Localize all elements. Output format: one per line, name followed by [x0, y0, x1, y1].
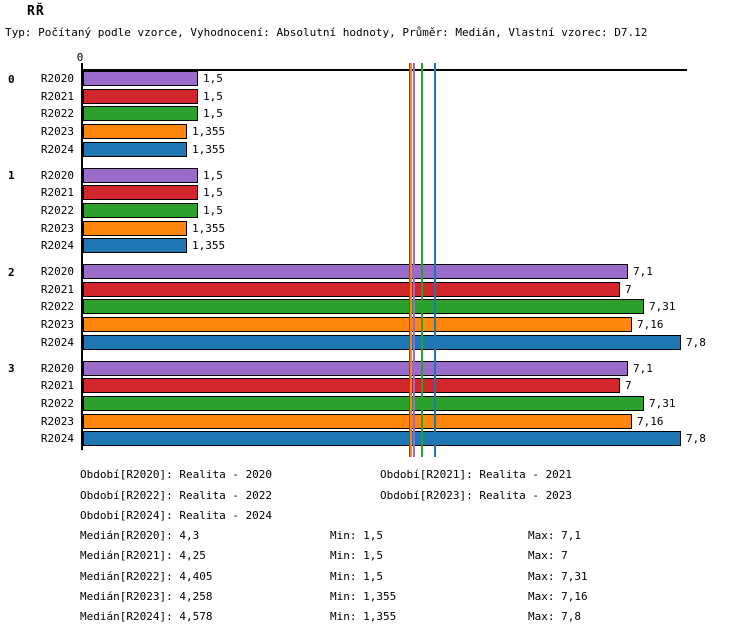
bar-1-R2022: [83, 202, 198, 218]
stat-median: Medián[R2022]: 4,405: [80, 569, 213, 583]
page-title: RŘ: [27, 4, 45, 19]
bar-value-label: 7,16: [637, 318, 664, 332]
legend-period-item: Období[R2020]: Realita - 2020: [80, 468, 273, 481]
bar-0-R2022: [83, 106, 198, 122]
stat-max: Max: 7,1: [528, 529, 581, 542]
bar-value-label: 7,8: [686, 335, 706, 349]
x-axis-line: [81, 69, 687, 71]
bar-row-label: R2022: [40, 396, 74, 410]
legend-periods: Období[R2020]: Realita - 2020 Období[R202…: [80, 465, 680, 527]
bar-3-R2022: [83, 395, 644, 411]
stat-median: Medián[R2021]: 4,25: [80, 549, 206, 563]
median-line-R2024: [434, 63, 436, 457]
bar-3-R2024: [83, 431, 681, 447]
bar-row-label: R2023: [40, 125, 74, 139]
bar-value-label: 7,8: [686, 432, 706, 446]
bar-row-label: R2024: [40, 142, 74, 156]
bar-row-label: R2022: [40, 107, 74, 121]
bar-2-R2024: [83, 334, 681, 350]
stat-median: Medián[R2023]: 4,258: [80, 589, 213, 603]
x-axis-origin-label: 0: [76, 51, 84, 64]
bar-1-R2020: [83, 167, 198, 183]
bar-value-label: 1,355: [192, 239, 226, 253]
stat-max: Max: 7: [528, 549, 568, 563]
legend-period-item: Období[R2022]: Realita - 2022: [80, 488, 273, 502]
stat-median: Medián[R2024]: 4,578: [80, 610, 213, 624]
legend-stats: Medián[R2020]: 4,3 Min: 1,5 Max: 7,1 Medián…: [80, 526, 588, 627]
bar-value-label: 1,5: [203, 203, 223, 217]
chart-area: 0 0 R2020 1,5 R2021 1,5 R2022 1,5 R2023 1,355 R20…: [8, 51, 706, 457]
bar-row-label: R2020: [40, 72, 74, 85]
bar-2-R2023: [83, 317, 632, 333]
bar-value-label: 7,1: [633, 361, 653, 375]
bar-row-label: R2023: [40, 414, 74, 428]
bar-value-label: 7,31: [649, 396, 676, 410]
bar-row-label: R2023: [40, 221, 74, 235]
stat-median: Medián[R2020]: 4,3: [80, 529, 200, 542]
median-line-R2023: [410, 63, 412, 457]
stat-max: Max: 7,8: [528, 610, 581, 624]
legend-period-item: Období[R2023]: Realita - 2023: [380, 488, 573, 502]
bar-value-label: 7,1: [633, 265, 653, 278]
bar-value-label: 7,31: [649, 300, 676, 314]
bar-2-R2021: [83, 281, 620, 297]
bar-row-label: R2021: [40, 282, 74, 296]
group-label-2: 2: [8, 265, 15, 279]
bar-3-R2020: [83, 360, 628, 376]
legend-period-item: Období[R2024]: Realita - 2024: [80, 509, 273, 523]
bar-row-label: R2024: [40, 432, 74, 446]
bar-2-R2020: [83, 264, 628, 279]
bar-row-label: R2021: [40, 379, 74, 393]
group-label-3: 3: [8, 362, 15, 375]
bar-row-label: R2024: [40, 335, 74, 349]
bar-row-label: R2020: [40, 265, 74, 278]
stat-min: Min: 1,5: [330, 569, 383, 583]
bar-value-label: 1,355: [192, 125, 226, 139]
bar-row-label: R2022: [40, 203, 74, 217]
bar-3-R2023: [83, 413, 632, 429]
bar-value-label: 1,355: [192, 142, 226, 156]
bar-value-label: 1,5: [203, 168, 223, 182]
bar-value-label: 7,16: [637, 414, 664, 428]
stat-max: Max: 7,31: [528, 569, 588, 583]
bar-row-label: R2020: [40, 361, 74, 375]
bar-3-R2021: [83, 378, 620, 394]
stat-min: Min: 1,5: [330, 549, 383, 563]
bar-1-R2023: [83, 220, 187, 236]
median-line-R2020: [413, 63, 415, 457]
bar-value-label: 7: [625, 282, 632, 296]
bar-value-label: 1,355: [192, 221, 226, 235]
stat-min: Min: 1,5: [330, 529, 383, 542]
bar-row-label: R2021: [40, 89, 74, 103]
group-label-1: 1: [8, 169, 15, 182]
chart-subtitle: Typ: Počítaný podle vzorce, Vyhodnocení:…: [5, 26, 648, 39]
bar-row-label: R2023: [40, 318, 74, 332]
bar-value-label: 1,5: [203, 107, 223, 121]
bar-value-label: 1,5: [203, 89, 223, 103]
bar-0-R2021: [83, 88, 198, 104]
bar-0-R2020: [83, 71, 198, 86]
stat-max: Max: 7,16: [528, 589, 588, 603]
stat-min: Min: 1,355: [330, 589, 397, 603]
bar-1-R2021: [83, 185, 198, 201]
bar-row-label: R2020: [40, 168, 74, 182]
y-axis-line: [81, 63, 83, 450]
group-label-0: 0: [8, 72, 15, 86]
stat-min: Min: 1,355: [330, 610, 397, 624]
legend-period-item: Období[R2021]: Realita - 2021: [380, 468, 573, 481]
median-line-R2022: [421, 63, 423, 457]
bar-0-R2023: [83, 124, 187, 140]
bar-row-label: R2022: [40, 300, 74, 314]
bar-value-label: 1,5: [203, 72, 223, 85]
bar-value-label: 7: [625, 379, 632, 393]
bar-0-R2024: [83, 141, 187, 157]
bar-1-R2024: [83, 238, 187, 254]
bar-row-label: R2024: [40, 239, 74, 253]
bar-value-label: 1,5: [203, 186, 223, 200]
bar-row-label: R2021: [40, 186, 74, 200]
bar-2-R2022: [83, 299, 644, 315]
